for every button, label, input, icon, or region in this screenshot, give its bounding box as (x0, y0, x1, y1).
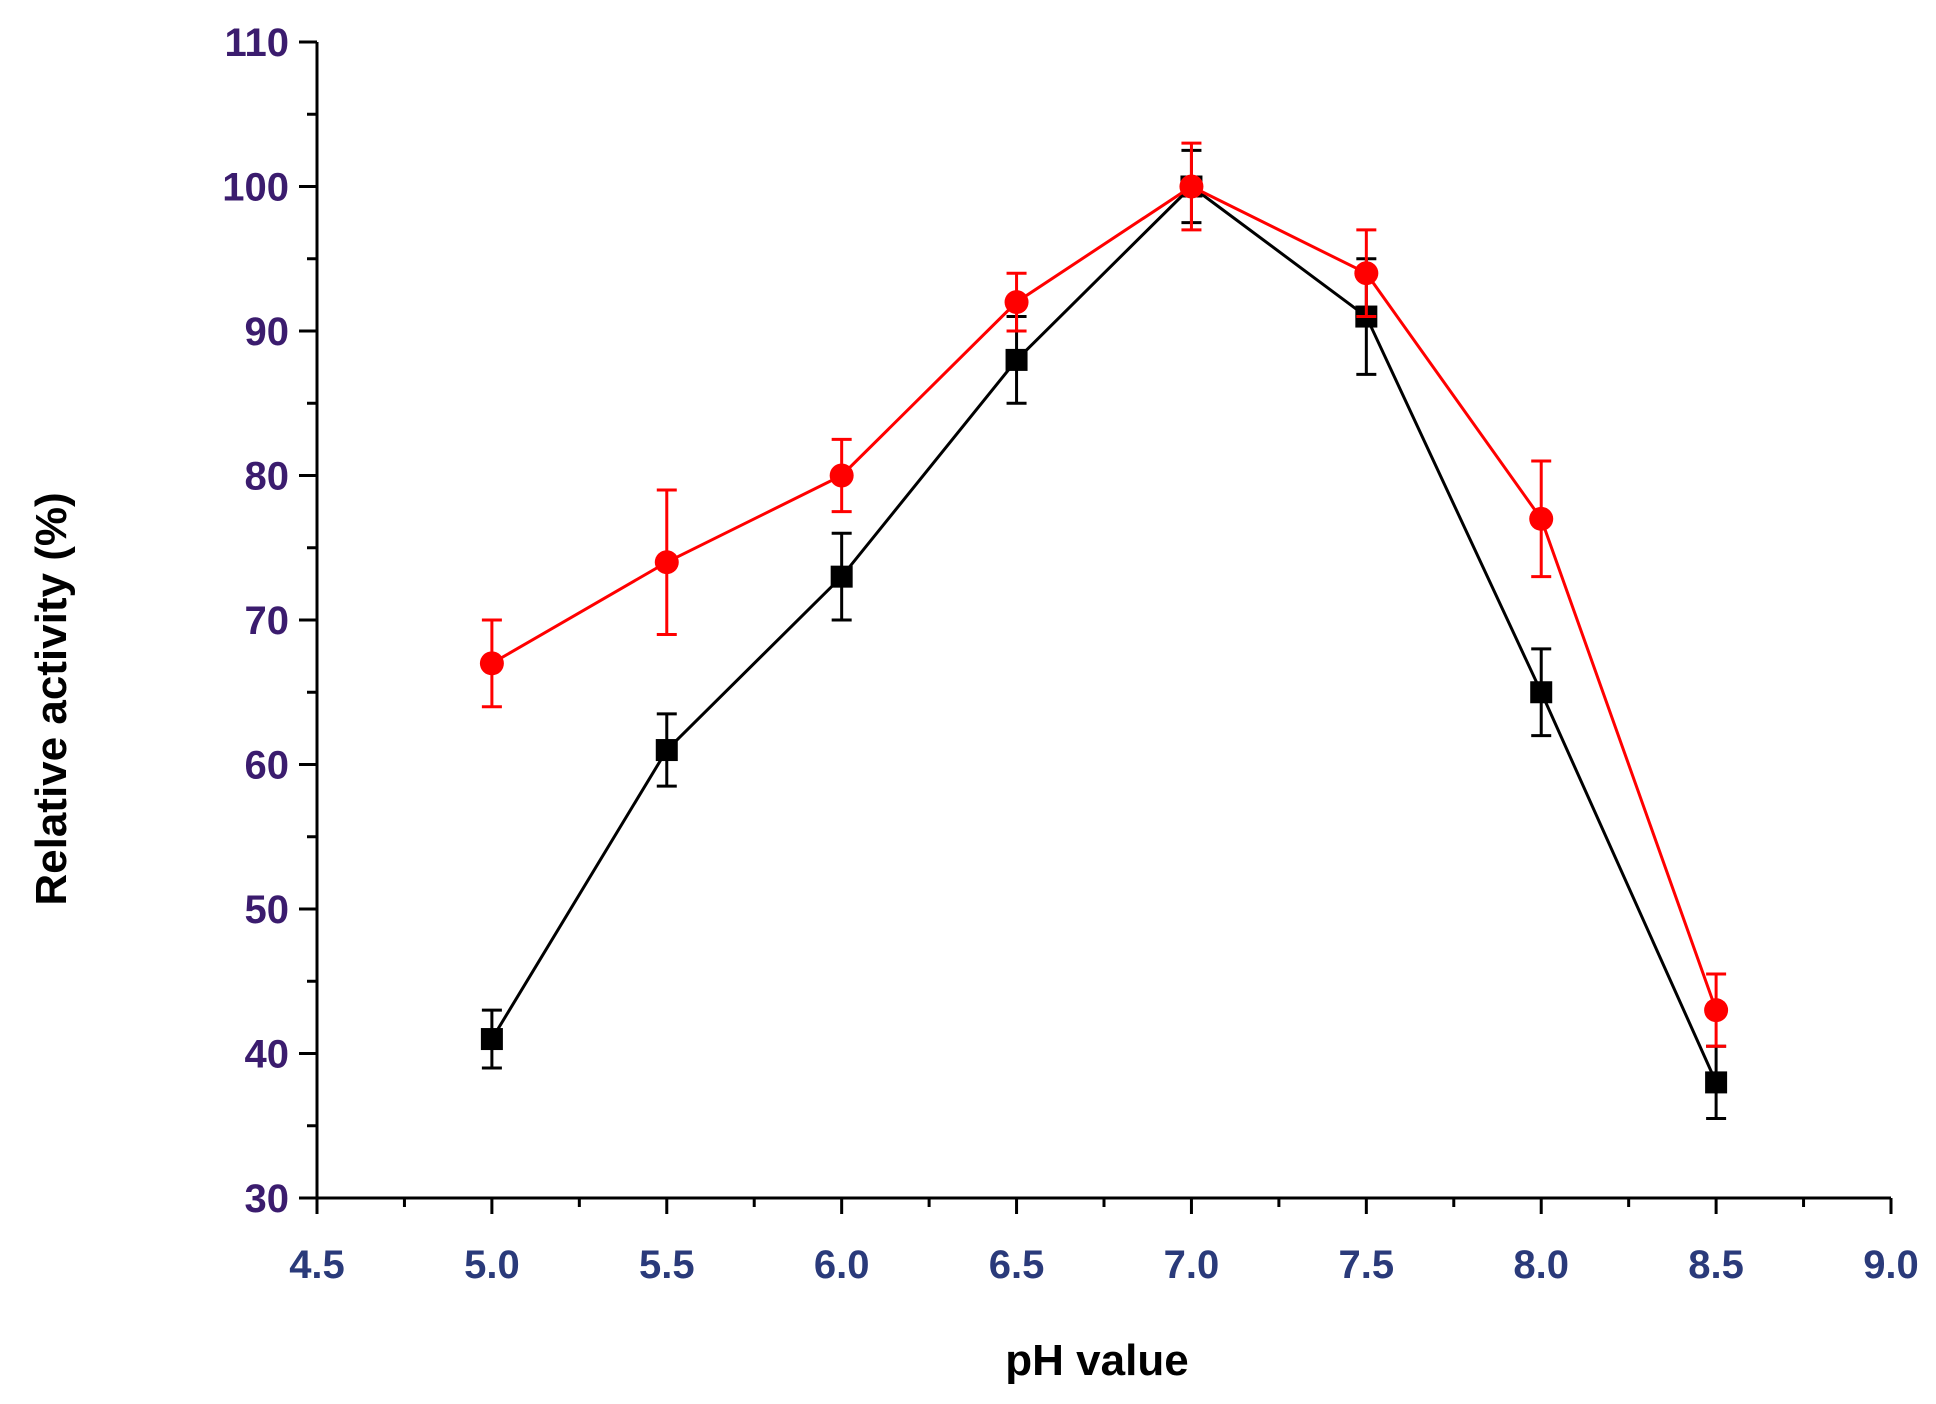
x-tick-label: 6.5 (989, 1243, 1045, 1287)
y-tick-label: 110 (224, 21, 289, 65)
x-tick-label: 7.0 (1164, 1243, 1220, 1287)
y-tick-label: 100 (222, 166, 289, 210)
x-tick-label: 9.0 (1863, 1243, 1919, 1287)
x-tick-label: 8.0 (1513, 1243, 1569, 1287)
data-point-circle (829, 463, 854, 488)
ticks: 30 40 50 60 70 80 90 100 110 4.5 5.0 5.5 6.0 6.5 7.0 7.… (222, 21, 1919, 1287)
y-tick-label: 90 (245, 310, 290, 354)
data-point-square (830, 565, 853, 588)
series-red-circles (479, 141, 1729, 1048)
y-axis-title: Relative activity (%) (27, 492, 76, 905)
x-tick-label: 6.0 (814, 1243, 870, 1287)
y-tick-label: 80 (245, 455, 290, 499)
data-point-circle (479, 651, 504, 676)
series-layer (479, 141, 1729, 1121)
data-point-circle (1529, 506, 1554, 531)
y-tick-label: 30 (245, 1177, 290, 1221)
data-point-circle (1004, 290, 1029, 315)
data-point-circle (1354, 261, 1379, 286)
data-point-square (1705, 1071, 1728, 1094)
x-tick-label: 8.5 (1688, 1243, 1744, 1287)
data-point-square (1530, 681, 1553, 704)
y-tick-label: 40 (245, 1033, 290, 1077)
x-tick-label: 7.5 (1339, 1243, 1395, 1287)
x-tick-label: 5.5 (639, 1243, 695, 1287)
data-point-circle (1179, 174, 1204, 199)
series-line (491, 184, 1718, 1011)
axes (315, 42, 1891, 1200)
y-tick-label: 70 (245, 599, 290, 643)
x-tick-label: 5.0 (464, 1243, 520, 1287)
x-tick-label: 4.5 (289, 1243, 345, 1287)
data-point-square (480, 1028, 503, 1051)
data-point-circle (1704, 998, 1729, 1023)
data-point-square (1005, 348, 1028, 371)
data-point-circle (654, 550, 679, 575)
data-point-square (655, 739, 678, 762)
x-axis-title: pH value (1005, 1336, 1188, 1385)
series-line (490, 184, 1718, 1084)
y-tick-label: 60 (245, 744, 290, 788)
y-tick-label: 50 (245, 888, 290, 932)
